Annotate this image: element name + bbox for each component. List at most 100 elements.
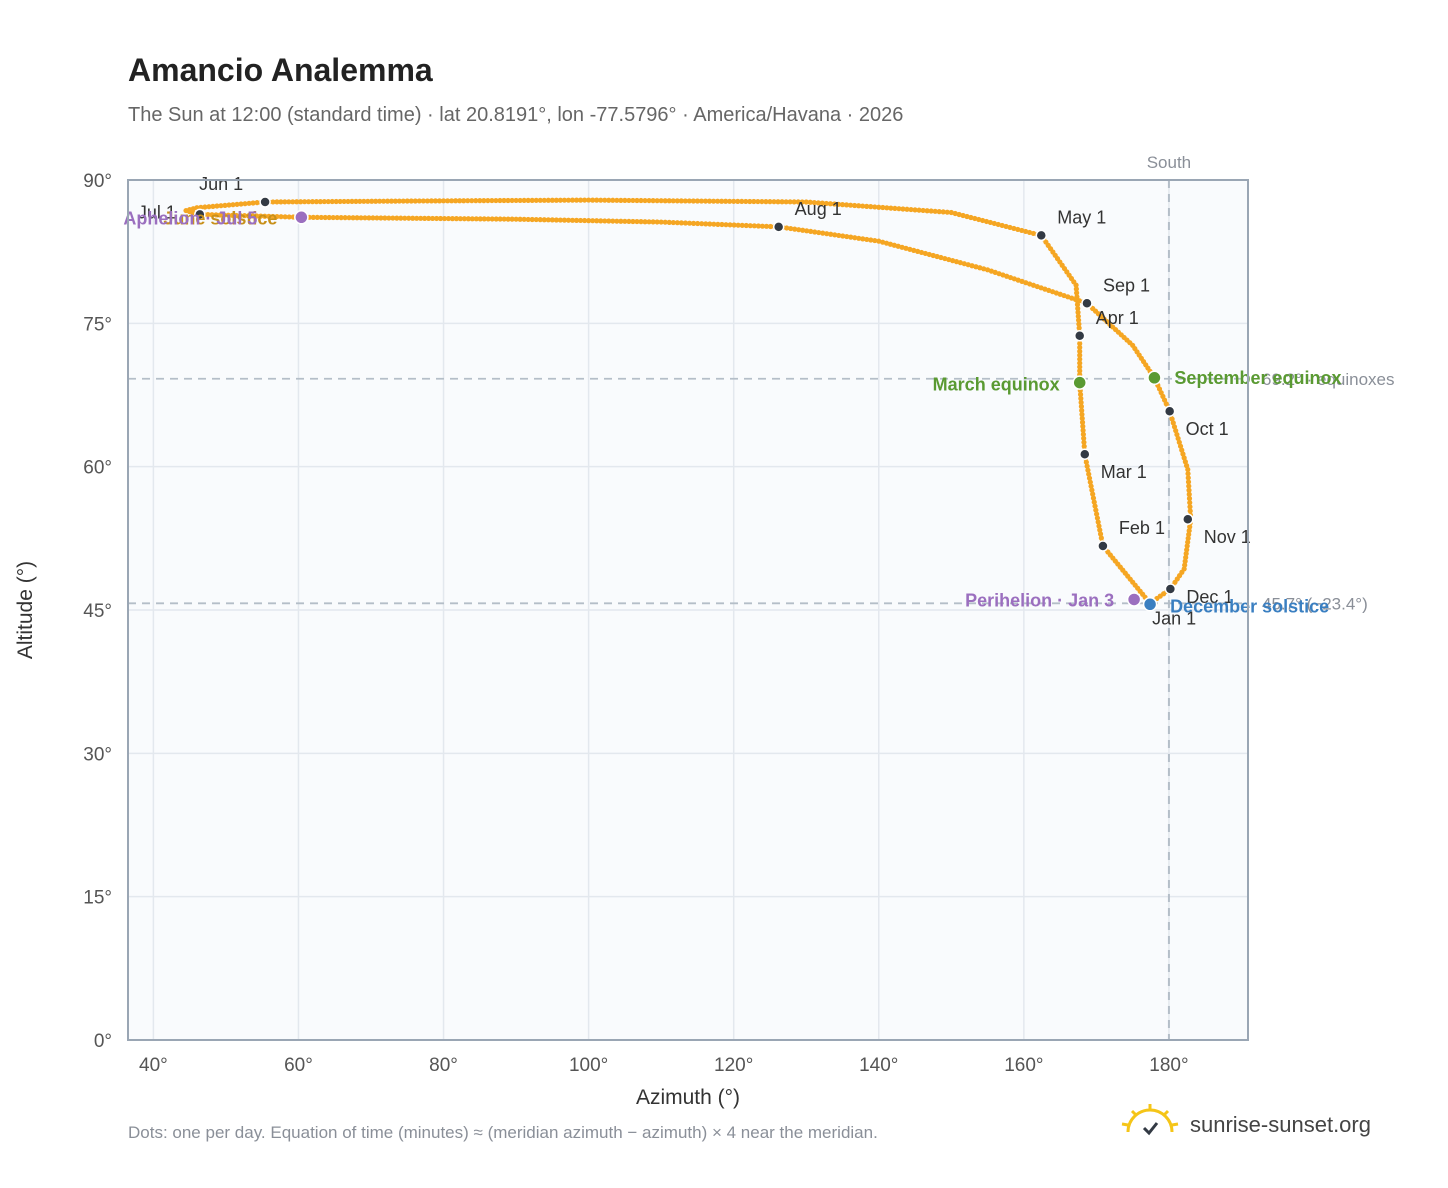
daily-dot — [900, 206, 906, 212]
daily-dot — [353, 198, 359, 204]
daily-dot — [349, 198, 355, 204]
daily-dot — [743, 198, 749, 205]
daily-dot — [594, 218, 600, 224]
daily-dot — [565, 197, 572, 203]
daily-dot — [1182, 558, 1188, 564]
daily-dot — [950, 258, 956, 264]
daily-dot — [787, 199, 793, 205]
daily-dot — [361, 198, 367, 204]
daily-dot — [876, 204, 882, 210]
daily-dot — [414, 215, 420, 221]
daily-dot — [674, 198, 680, 204]
daily-dot — [290, 199, 296, 205]
daily-dot — [727, 222, 733, 228]
daily-dot — [270, 213, 276, 220]
daily-dot — [1089, 487, 1095, 493]
daily-dot — [441, 215, 448, 222]
daily-dot — [390, 215, 396, 221]
daily-dot — [493, 216, 499, 222]
event-label: March equinox — [933, 375, 1060, 395]
daily-dot — [759, 223, 766, 229]
daily-dot — [856, 235, 862, 241]
daily-dot — [485, 197, 491, 204]
daily-dot — [1077, 356, 1083, 362]
month-label: Apr 1 — [1096, 308, 1139, 328]
event-marker — [1142, 597, 1158, 612]
daily-dot — [505, 197, 511, 204]
daily-dot — [1086, 471, 1092, 477]
daily-dot — [606, 218, 612, 224]
brand-logo[interactable]: sunrise-sunset.org — [1120, 1100, 1400, 1150]
daily-dot — [807, 199, 813, 205]
daily-dot — [791, 199, 797, 205]
month-marker — [1164, 583, 1177, 595]
daily-dot — [537, 197, 543, 203]
daily-dot — [1023, 228, 1029, 235]
daily-dot — [333, 198, 339, 205]
daily-dot — [1186, 491, 1192, 497]
daily-dot — [731, 222, 737, 228]
daily-dot — [820, 230, 826, 236]
daily-dot — [378, 215, 384, 221]
daily-dot — [796, 227, 802, 233]
daily-dot — [816, 229, 822, 236]
daily-dot — [606, 197, 612, 203]
daily-dot — [384, 198, 391, 204]
daily-dot — [642, 219, 648, 225]
daily-dot — [896, 206, 902, 212]
daily-dot — [254, 213, 260, 219]
daily-dot — [1085, 467, 1091, 473]
daily-dot — [577, 217, 584, 224]
daily-dot — [887, 241, 894, 247]
daily-dot — [461, 198, 467, 204]
daily-dot — [1080, 427, 1086, 433]
daily-dot — [711, 221, 717, 227]
daily-dot — [420, 198, 426, 204]
event-label: September equinox — [1174, 368, 1341, 388]
daily-dot — [983, 218, 990, 225]
daily-dot — [481, 216, 487, 222]
daily-dot — [924, 208, 930, 214]
month-marker — [1097, 540, 1109, 552]
daily-dot — [529, 216, 535, 223]
daily-dot — [965, 262, 971, 268]
month-marker — [1182, 513, 1194, 525]
daily-dot — [634, 197, 640, 204]
daily-dot — [831, 201, 838, 207]
daily-dot — [1183, 551, 1189, 557]
daily-dot — [1182, 562, 1188, 568]
daily-dot — [581, 217, 588, 224]
daily-dot — [222, 202, 228, 208]
daily-dot — [432, 198, 439, 204]
daily-dot — [911, 247, 917, 253]
daily-dot — [358, 215, 364, 221]
daily-dot — [373, 198, 379, 204]
daily-dot — [895, 243, 901, 249]
daily-dot — [314, 214, 320, 221]
daily-dot — [916, 207, 922, 213]
daily-dot — [529, 197, 535, 203]
daily-dot — [1095, 519, 1101, 525]
daily-dot — [864, 203, 870, 209]
daily-dot — [1184, 543, 1190, 549]
daily-dot — [565, 217, 572, 223]
daily-dot — [428, 198, 435, 204]
daily-dot — [505, 216, 511, 222]
daily-dot — [553, 197, 559, 203]
daily-dot — [318, 214, 324, 221]
daily-dot — [445, 215, 452, 222]
daily-dot — [590, 218, 596, 224]
month-label: May 1 — [1057, 207, 1106, 227]
daily-dot — [719, 198, 725, 204]
daily-dot — [1075, 313, 1081, 319]
daily-dot — [469, 216, 475, 222]
daily-dot — [654, 219, 660, 225]
daily-dot — [1186, 483, 1192, 489]
daily-dot — [614, 197, 620, 203]
daily-dot — [509, 197, 515, 204]
month-label: Aug 1 — [795, 199, 842, 219]
daily-dot — [610, 197, 616, 203]
daily-dot — [876, 238, 882, 244]
daily-dot — [953, 259, 960, 265]
daily-dot — [1185, 539, 1191, 545]
